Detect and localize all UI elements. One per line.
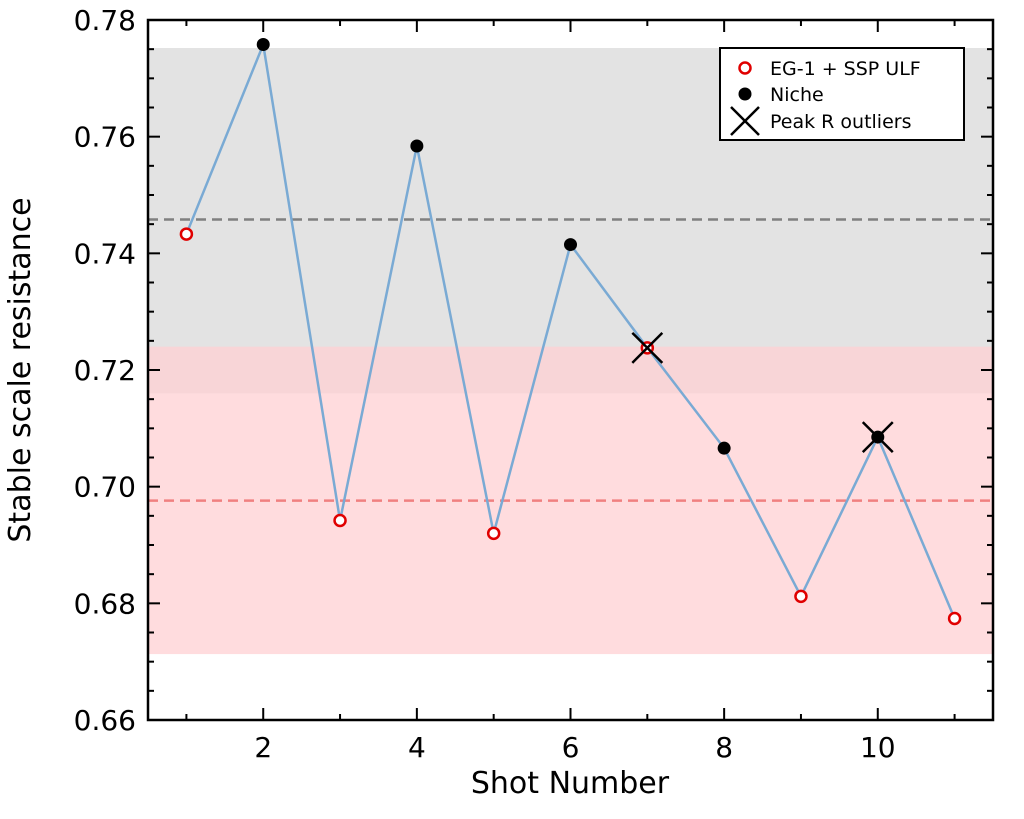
y-tick-label: 0.70 — [74, 471, 136, 504]
x-tick-label: 4 — [408, 731, 426, 764]
x-axis-title: Shot Number — [471, 766, 670, 801]
legend-label-outlier: Peak R outliers — [770, 111, 911, 133]
eg1-point — [794, 589, 808, 604]
plot-frame — [146, 18, 995, 722]
x-tick-label: 6 — [562, 731, 580, 764]
y-tick-label: 0.74 — [74, 237, 136, 270]
x-tick-label: 10 — [860, 731, 896, 764]
eg1-point — [486, 526, 501, 541]
niche-point — [256, 38, 270, 51]
x-tick-label: 2 — [254, 731, 272, 764]
eg1-point — [179, 227, 194, 241]
niche-point — [717, 441, 731, 455]
legend-label-niche: Niche — [770, 84, 824, 106]
legend-marker-outlier — [730, 106, 760, 136]
tick-labels-layer: 0.66 0.68 0.70 0.72 0.74 0.76 0.78 2 4 6 8 10 — [74, 4, 896, 764]
y-tick-label: 0.68 — [74, 587, 136, 620]
legend-marker-eg1 — [738, 61, 752, 75]
x-tick-label: 8 — [715, 731, 733, 764]
niche-point — [410, 139, 424, 153]
outlier-marker — [861, 421, 894, 453]
y-tick-label: 0.76 — [74, 121, 136, 154]
eg1-point — [333, 513, 347, 528]
y-tick-label: 0.72 — [74, 354, 136, 387]
y-tick-label: 0.78 — [74, 4, 136, 37]
y-axis-title: Stable scale resistance — [3, 197, 38, 542]
legend: EG-1 + SSP ULF Niche Peak R outliers — [719, 47, 965, 141]
markers-layer — [179, 38, 962, 626]
legend-marker-niche — [738, 87, 752, 101]
niche-point — [564, 238, 577, 252]
legend-box — [719, 47, 965, 141]
outlier-marker — [631, 331, 664, 364]
y-tick-label: 0.66 — [74, 704, 136, 737]
legend-label-eg1: EG-1 + SSP ULF — [770, 58, 921, 80]
eg1-point — [947, 611, 962, 626]
